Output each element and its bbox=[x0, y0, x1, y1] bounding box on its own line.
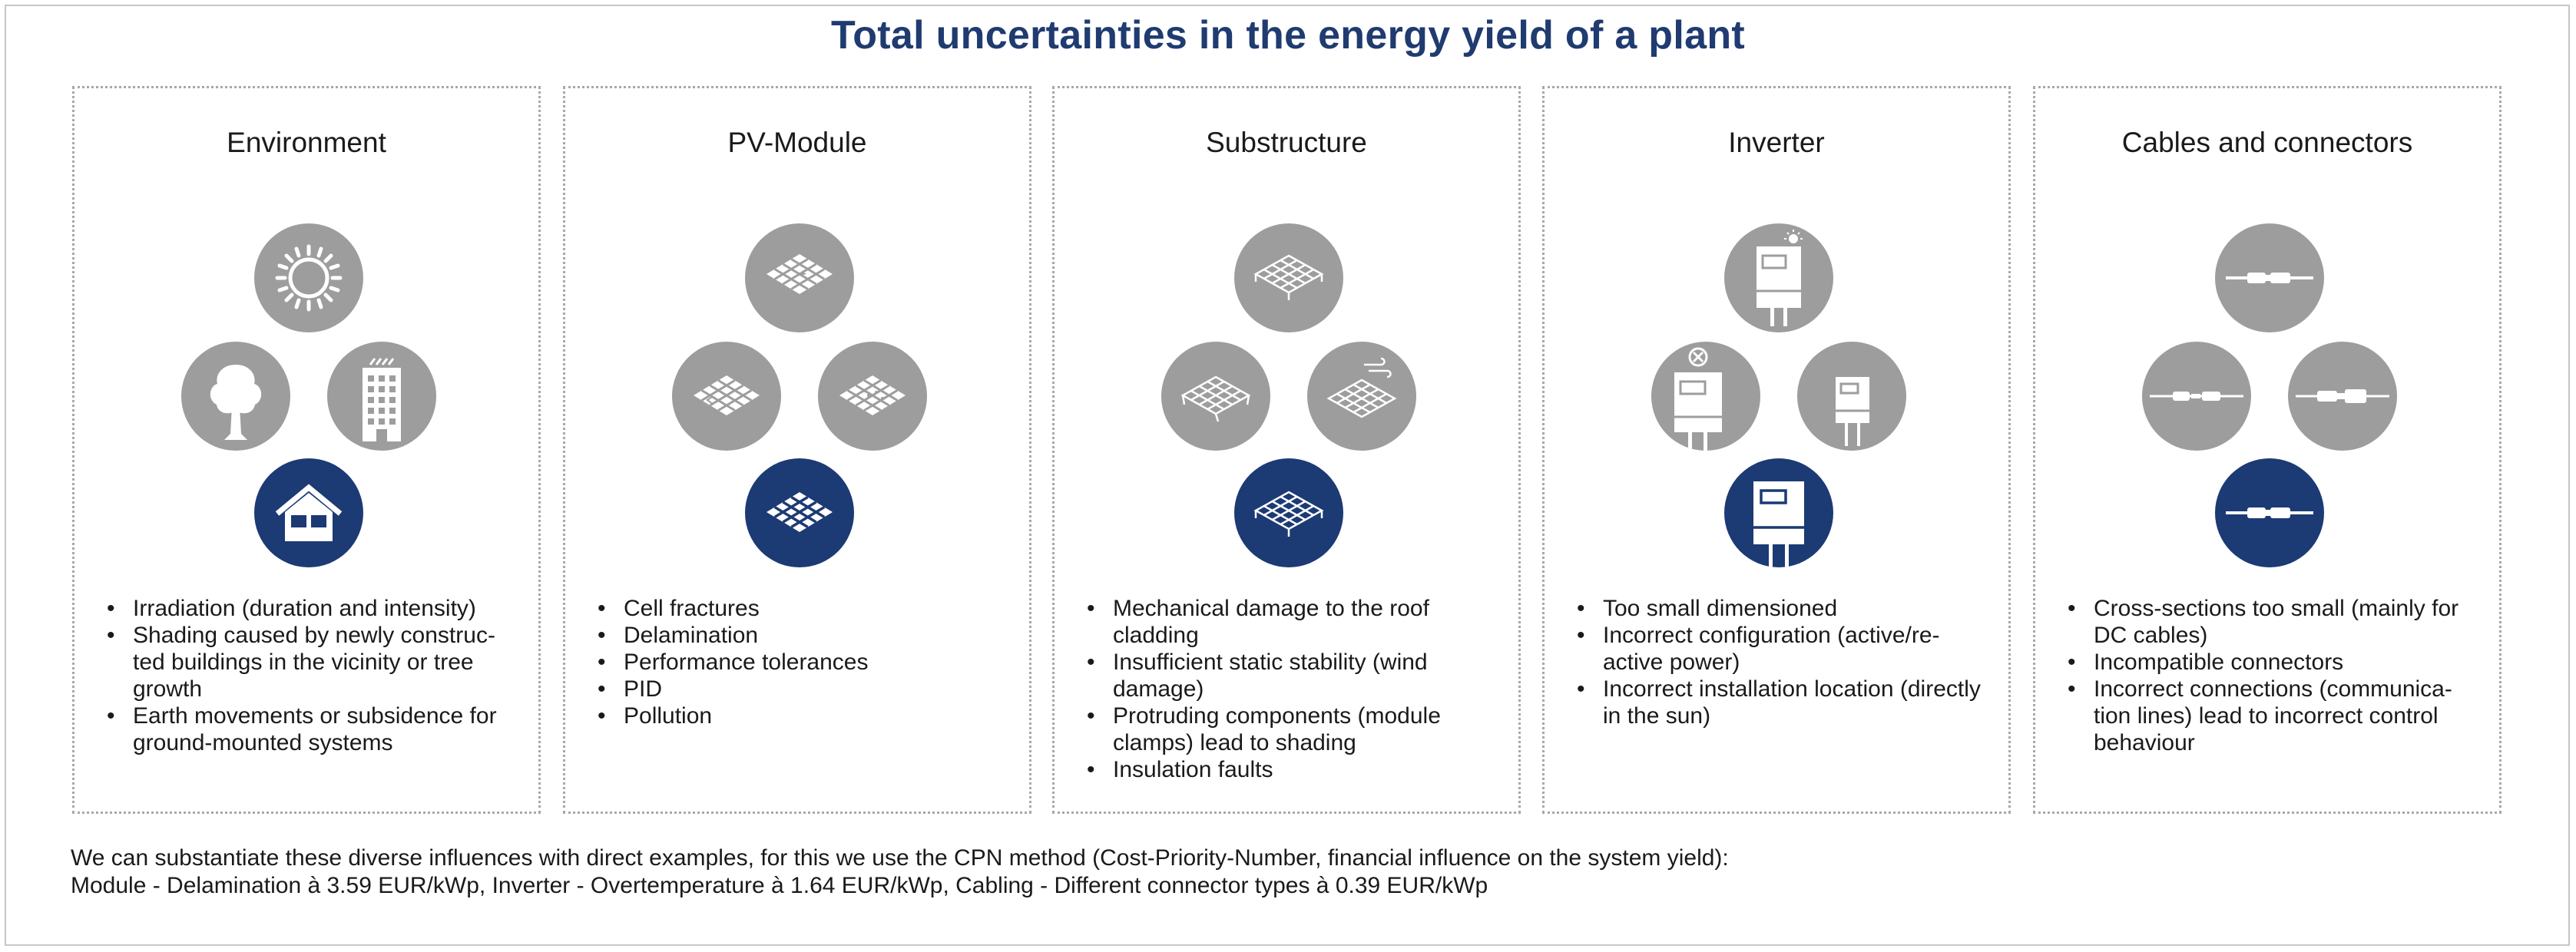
list-item: Performance tolerances bbox=[596, 649, 1015, 676]
panel-cables-connectors: Cables and connectors bbox=[2033, 86, 2502, 814]
cable-connector-icon bbox=[2142, 342, 2251, 451]
inverter-error-icon bbox=[1651, 342, 1760, 451]
panel-heading: PV-Module bbox=[727, 127, 867, 158]
mounting-frame-icon bbox=[1234, 223, 1343, 332]
list-item: Cell fractures bbox=[596, 595, 1015, 622]
panel-pv-module: PV-Module bbox=[563, 86, 1031, 814]
panel-substructure: Substructure bbox=[1052, 86, 1521, 814]
damaged-module-icon bbox=[745, 223, 854, 332]
list-item: Insufficient static stability (wind dama… bbox=[1085, 649, 1505, 702]
diagram-frame bbox=[5, 5, 2570, 946]
bullet-list: Cell fractures Delamination Performance … bbox=[596, 595, 1015, 729]
panel-heading: Inverter bbox=[1728, 127, 1825, 158]
connector-icon bbox=[2215, 223, 2324, 332]
list-item: Shading caused by newly construc-ted bui… bbox=[105, 622, 525, 702]
list-item: Earth movements or subsidence for ground… bbox=[105, 702, 525, 756]
list-item: Incorrect installation location (directl… bbox=[1575, 676, 1995, 729]
soiled-module-icon bbox=[818, 342, 927, 451]
house-icon bbox=[254, 458, 363, 567]
substructure-icon bbox=[1234, 458, 1343, 567]
building-icon bbox=[327, 342, 436, 451]
list-item: Cross-sections too small (mainly for DC … bbox=[2066, 595, 2485, 649]
diagram-title: Total uncertainties in the energy yield … bbox=[830, 13, 1746, 58]
list-item: PID bbox=[596, 676, 1015, 702]
connector-blue-icon bbox=[2215, 458, 2324, 567]
list-item: Pollution bbox=[596, 702, 1015, 729]
footer-text: We can substantiate these diverse influe… bbox=[71, 845, 1729, 900]
inverter-sun-icon bbox=[1724, 223, 1833, 332]
cracked-module-icon bbox=[672, 342, 781, 451]
list-item: Insulation faults bbox=[1085, 756, 1505, 783]
bullet-list: Mechanical damage to the roof cladding I… bbox=[1085, 595, 1505, 783]
bullet-list: Irradiation (duration and intensity) Sha… bbox=[105, 595, 525, 756]
damaged-frame-icon bbox=[1161, 342, 1270, 451]
list-item: Mechanical damage to the roof cladding bbox=[1085, 595, 1505, 649]
sun-icon bbox=[254, 223, 363, 332]
footer-line: Module - Delamination à 3.59 EUR/kWp, In… bbox=[71, 873, 1488, 898]
list-item: Incorrect connections (communica-tion li… bbox=[2066, 676, 2485, 756]
list-item: Too small dimensioned bbox=[1575, 595, 1995, 622]
list-item: Incompatible connectors bbox=[2066, 649, 2485, 676]
pv-module-icon bbox=[745, 458, 854, 567]
inverter-icon bbox=[1724, 458, 1833, 567]
list-item: Irradiation (duration and intensity) bbox=[105, 595, 525, 622]
plug-connector-icon bbox=[2288, 342, 2397, 451]
tree-icon bbox=[181, 342, 290, 451]
small-inverter-icon bbox=[1797, 342, 1906, 451]
list-item: Incorrect configuration (active/re-activ… bbox=[1575, 622, 1995, 676]
bullet-list: Too small dimensioned Incorrect configur… bbox=[1575, 595, 1995, 729]
panel-heading: Substructure bbox=[1206, 127, 1367, 158]
footer-line: We can substantiate these diverse influe… bbox=[71, 845, 1729, 871]
list-item: Delamination bbox=[596, 622, 1015, 649]
panel-environment: Environment bbox=[72, 86, 541, 814]
panel-heading: Environment bbox=[227, 127, 386, 158]
list-item: Protruding components (module clamps) le… bbox=[1085, 702, 1505, 756]
wind-frame-icon bbox=[1307, 342, 1416, 451]
panel-heading: Cables and connectors bbox=[2121, 127, 2413, 158]
panel-inverter: Inverter bbox=[1542, 86, 2011, 814]
bullet-list: Cross-sections too small (mainly for DC … bbox=[2066, 595, 2485, 756]
